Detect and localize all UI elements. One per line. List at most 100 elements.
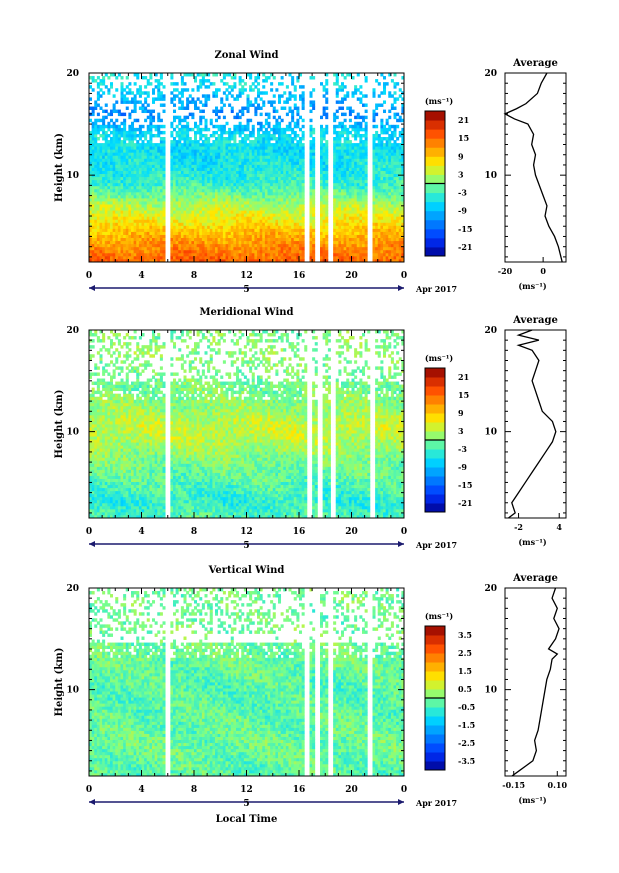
heatmap-cell	[157, 115, 161, 120]
heatmap-cell	[396, 204, 400, 208]
heatmap-cell	[99, 222, 103, 226]
heatmap-cell	[159, 255, 163, 260]
heatmap-cell	[215, 204, 219, 208]
heatmap-cell	[204, 137, 208, 141]
heatmap-cell	[251, 130, 255, 135]
heatmap-cell	[152, 155, 156, 159]
heatmap-cell	[280, 243, 284, 248]
heatmap-cell	[230, 149, 234, 153]
heatmap-cell	[341, 197, 345, 202]
heatmap-cell	[267, 243, 271, 248]
heatmap-cell	[364, 152, 368, 156]
heatmap-cell	[283, 240, 287, 245]
heatmap-cell	[364, 222, 368, 226]
heatmap-cell	[149, 188, 153, 193]
heatmap-cell	[398, 179, 402, 184]
heatmap-cell	[249, 155, 253, 159]
heatmap-cell	[133, 152, 137, 156]
heatmap-cell	[154, 155, 158, 159]
heatmap-cell	[225, 234, 229, 239]
heatmap-cell	[186, 246, 190, 251]
heatmap-cell	[312, 182, 316, 187]
heatmap-cell	[107, 234, 111, 239]
heatmap-cell	[159, 213, 163, 217]
heatmap-cell	[138, 182, 142, 187]
heatmap-cell	[217, 173, 221, 178]
heatmap-cell	[293, 234, 297, 239]
heatmap-cell	[191, 176, 195, 181]
heatmap-cell	[128, 143, 132, 147]
heatmap-cell	[102, 158, 106, 162]
heatmap-cell	[320, 210, 324, 214]
heatmap-cell	[257, 201, 261, 205]
heatmap-cell	[233, 249, 237, 254]
heatmap-cell	[280, 155, 284, 159]
heatmap-cell	[123, 213, 127, 217]
heatmap-cell	[262, 164, 266, 168]
heatmap-cell	[159, 124, 163, 129]
heatmap-cell	[215, 137, 219, 141]
heatmap-cell	[249, 118, 253, 123]
heatmap-cell	[178, 152, 182, 156]
heatmap-cell	[157, 197, 161, 202]
heatmap-cell	[128, 216, 132, 220]
heatmap-cell	[123, 237, 127, 242]
heatmap-cell	[364, 130, 368, 135]
heatmap-cell	[220, 210, 224, 214]
heatmap-cell	[356, 234, 360, 239]
heatmap-cell	[312, 252, 316, 257]
heatmap-cell	[175, 188, 179, 193]
heatmap-cell	[112, 222, 116, 226]
heatmap-cell	[107, 204, 111, 208]
heatmap-cell	[283, 164, 287, 168]
heatmap-cell	[191, 127, 195, 132]
heatmap-cell	[238, 228, 242, 232]
heatmap-cell	[285, 240, 289, 245]
heatmap-cell	[280, 225, 284, 229]
heatmap-cell	[241, 124, 245, 129]
heatmap-cell	[141, 182, 145, 187]
heatmap-cell	[162, 191, 166, 196]
heatmap-cell	[204, 179, 208, 184]
heatmap-cell	[393, 225, 397, 229]
heatmap-cell	[201, 140, 205, 144]
heatmap-cell	[257, 130, 261, 135]
heatmap-cell	[280, 249, 284, 254]
heatmap-cell	[215, 258, 219, 263]
heatmap-cell	[312, 191, 316, 196]
heatmap-cell	[123, 137, 127, 141]
heatmap-cell	[91, 246, 95, 251]
heatmap-cell	[301, 201, 305, 205]
heatmap-cell	[251, 173, 255, 178]
heatmap-cell	[183, 258, 187, 263]
heatmap-cell	[96, 201, 100, 205]
heatmap-cell	[293, 158, 297, 162]
heatmap-cell	[222, 234, 226, 239]
heatmap-cell	[144, 240, 148, 245]
heatmap-cell	[94, 237, 98, 242]
heatmap-cell	[375, 240, 379, 245]
heatmap-cell	[320, 185, 324, 190]
heatmap-cell	[191, 213, 195, 217]
heatmap-cell	[183, 130, 187, 135]
heatmap-cell	[262, 185, 266, 190]
heatmap-cell	[380, 179, 384, 184]
heatmap-cell	[173, 201, 177, 205]
heatmap-cell	[375, 155, 379, 159]
heatmap-cell	[377, 252, 381, 257]
heatmap-cell	[320, 152, 324, 156]
heatmap-cell	[385, 234, 389, 239]
heatmap-cell	[362, 146, 366, 150]
heatmap-cell	[257, 173, 261, 178]
heatmap-cell	[91, 191, 95, 196]
heatmap-cell	[312, 149, 316, 153]
heatmap-cell	[325, 182, 329, 187]
heatmap-cell	[212, 249, 216, 254]
heatmap-cell	[196, 204, 200, 208]
heatmap-cell	[222, 231, 226, 235]
heatmap-cell	[259, 213, 263, 217]
heatmap-cell	[325, 149, 329, 153]
heatmap-cell	[288, 194, 292, 199]
heatmap-cell	[325, 140, 329, 144]
heatmap-cell	[138, 225, 142, 229]
